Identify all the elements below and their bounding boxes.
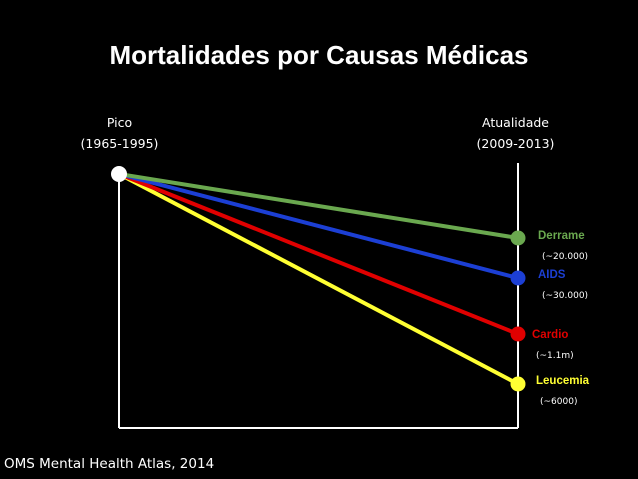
series-line-derrame <box>118 172 519 240</box>
series-name-label: Leucemia <box>536 375 590 387</box>
series-name-label: AIDS <box>538 269 566 281</box>
chart-title: Mortalidades por Causas Médicas <box>109 40 529 70</box>
x-label-current: Atualidade (2009-2013) <box>458 112 573 154</box>
series-name-label: Cardio <box>532 329 568 341</box>
series-point-leucemia <box>510 376 526 392</box>
series-line-cardio <box>118 172 519 336</box>
series-name-label: Derrame <box>538 230 585 242</box>
start-point <box>111 166 127 182</box>
series-value-label: (~1.1m) <box>536 351 574 361</box>
source-note: OMS Mental Health Atlas, 2014 <box>4 456 215 472</box>
series-line-leucemia <box>118 172 519 386</box>
x-label-peak-name: Pico <box>106 115 133 130</box>
x-label-peak-period: (1965-1995) <box>80 136 159 151</box>
series-line-aids <box>118 172 519 280</box>
series-labels: Derrame (~20.000) AIDS (~30.000) Cardio (~1.1… <box>532 230 590 407</box>
x-label-current-name: Atualidade <box>482 115 549 130</box>
x-label-peak: Pico (1965-1995) <box>62 112 177 154</box>
series-point-aids <box>510 270 526 286</box>
series-points <box>111 166 526 392</box>
series-value-label: (~6000) <box>540 397 577 407</box>
axes <box>118 163 519 429</box>
series-value-label: (~20.000) <box>542 252 588 262</box>
series-lines <box>118 172 519 386</box>
series-point-derrame <box>510 230 526 246</box>
series-value-label: (~30.000) <box>542 291 588 301</box>
series-point-cardio <box>510 326 526 342</box>
x-label-current-period: (2009-2013) <box>476 136 555 151</box>
